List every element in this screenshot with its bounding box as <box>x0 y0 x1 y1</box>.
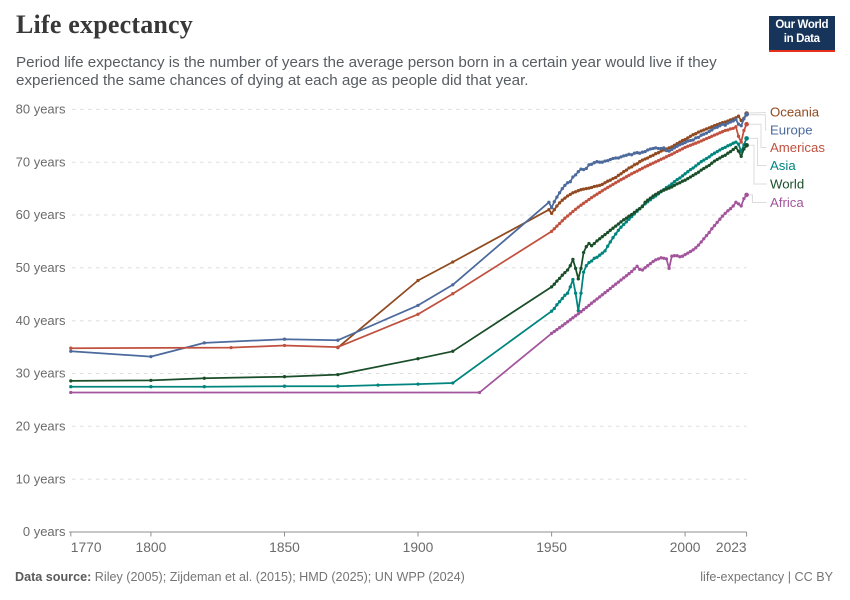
svg-text:1950: 1950 <box>536 540 567 555</box>
svg-text:20 years: 20 years <box>16 419 66 434</box>
svg-text:1900: 1900 <box>403 540 434 555</box>
svg-text:30 years: 30 years <box>16 366 66 381</box>
svg-text:Europe: Europe <box>770 122 813 137</box>
svg-text:Americas: Americas <box>770 140 825 155</box>
svg-text:1800: 1800 <box>136 540 167 555</box>
svg-text:1770: 1770 <box>71 540 102 555</box>
svg-text:Oceania: Oceania <box>770 104 820 119</box>
svg-text:70 years: 70 years <box>16 154 66 169</box>
svg-text:2000: 2000 <box>670 540 701 555</box>
svg-text:10 years: 10 years <box>16 471 66 486</box>
svg-text:1850: 1850 <box>269 540 300 555</box>
svg-text:World: World <box>770 176 804 191</box>
svg-text:Asia: Asia <box>770 158 796 173</box>
svg-text:50 years: 50 years <box>16 260 66 275</box>
svg-text:40 years: 40 years <box>16 313 66 328</box>
svg-text:60 years: 60 years <box>16 207 66 222</box>
svg-text:2023: 2023 <box>716 540 747 555</box>
svg-text:Africa: Africa <box>770 195 804 210</box>
svg-text:80 years: 80 years <box>16 102 66 117</box>
svg-text:0 years: 0 years <box>23 524 66 539</box>
